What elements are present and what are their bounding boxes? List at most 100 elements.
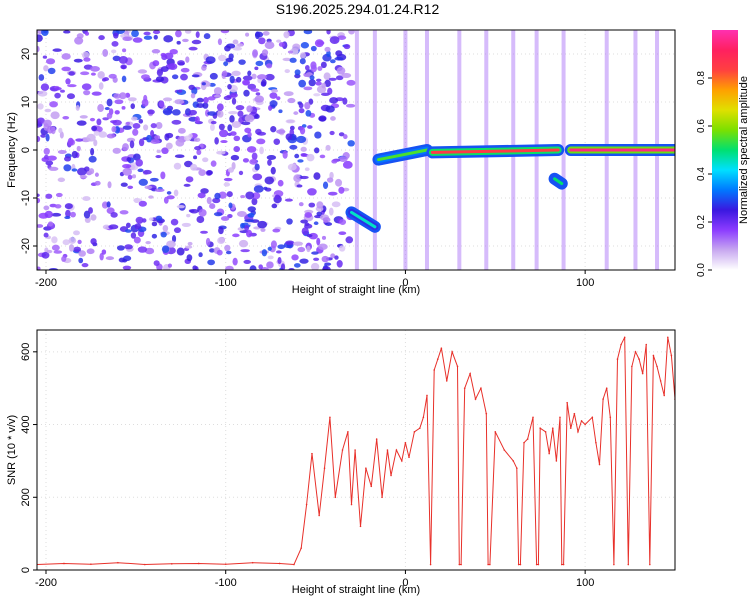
noise-blob <box>276 96 281 101</box>
noise-blob <box>194 116 200 124</box>
snr-point <box>460 563 462 566</box>
noise-blob <box>231 70 241 76</box>
y-tick-label: -20 <box>20 238 32 254</box>
colorbar-tick-label: 0.6 <box>696 119 707 133</box>
noise-blob <box>249 265 257 270</box>
noise-blob <box>322 266 331 270</box>
noise-blob <box>271 203 278 209</box>
noise-blob <box>328 207 334 216</box>
snr-point <box>390 474 392 477</box>
snr-point <box>623 336 626 339</box>
noise-blob <box>347 140 355 147</box>
noise-blob <box>255 128 262 135</box>
snr-point <box>197 562 200 565</box>
noise-blob <box>296 135 307 144</box>
noise-blob <box>348 30 355 35</box>
noise-blob <box>64 216 71 220</box>
noise-blob <box>88 155 97 163</box>
noise-blob <box>140 74 150 80</box>
spectrogram-y-ticks: -20 -10 0 10 20 <box>20 48 37 254</box>
noise-blob <box>97 104 104 113</box>
noise-blob <box>48 166 59 171</box>
noise-blob <box>342 97 348 105</box>
noise-blob <box>306 153 315 162</box>
noise-blob <box>154 135 161 140</box>
noise-blob <box>82 51 90 59</box>
noise-blob <box>156 149 161 154</box>
noise-blob <box>316 211 323 216</box>
noise-blob <box>270 166 276 175</box>
noise-blob <box>81 263 89 268</box>
noise-blob <box>193 137 201 142</box>
noise-blob <box>57 177 66 183</box>
noise-blob <box>307 188 317 196</box>
noise-blob <box>251 197 258 206</box>
noise-blob <box>59 131 64 139</box>
snr-point <box>551 427 554 429</box>
noise-blob <box>304 102 311 110</box>
noise-blob <box>200 188 209 194</box>
noise-blob <box>43 147 50 155</box>
noise-blob <box>46 249 53 254</box>
noise-blob <box>163 35 174 43</box>
noise-blob <box>315 81 322 86</box>
noise-blob <box>238 239 249 248</box>
noise-blob <box>246 146 257 153</box>
noise-blob <box>286 119 295 123</box>
snr-point <box>584 423 586 426</box>
noise-blob <box>43 119 52 128</box>
noise-blob <box>278 109 283 114</box>
colorbar-tick-label: 0.2 <box>696 215 707 229</box>
noise-blob <box>196 215 205 224</box>
noise-blob <box>255 60 264 67</box>
noise-blob <box>162 108 173 116</box>
noise-blob <box>110 120 118 124</box>
noise-blob <box>220 216 230 221</box>
colorbar-tick-label: 0.8 <box>696 71 707 85</box>
noise-blob <box>133 198 143 203</box>
noise-blob <box>294 69 301 76</box>
noise-blob <box>231 97 237 105</box>
snr-frame <box>36 329 676 571</box>
noise-blob <box>67 84 77 88</box>
snr-point <box>375 438 378 440</box>
noise-blob <box>132 174 137 179</box>
noise-blob <box>335 178 343 187</box>
noise-blob <box>324 222 333 226</box>
noise-blob <box>319 154 326 159</box>
snr-point <box>503 449 506 451</box>
noise-blob <box>297 247 306 253</box>
noise-blob <box>75 105 80 111</box>
noise-blob <box>228 202 233 209</box>
noise-blob <box>88 168 95 175</box>
noise-blob <box>285 133 293 141</box>
noise-blob <box>152 30 161 35</box>
noise-blob <box>214 192 221 200</box>
noise-blob <box>160 52 167 57</box>
noise-blob <box>133 153 141 161</box>
noise-blob <box>301 227 309 236</box>
noise-blob <box>155 121 163 129</box>
noise-blob <box>277 257 282 265</box>
noise-blob <box>119 92 127 100</box>
snr-point <box>329 416 331 419</box>
noise-blob <box>90 147 95 156</box>
colorbar-tick-label: 0.4 <box>696 167 707 181</box>
snr-point <box>354 449 356 451</box>
noise-blob <box>223 95 232 101</box>
noise-blob <box>250 88 260 92</box>
noise-blob <box>44 108 52 113</box>
noise-blob <box>82 196 91 202</box>
noise-blob <box>283 31 290 39</box>
noise-blob <box>277 179 284 187</box>
noise-blob <box>311 251 319 255</box>
noise-blob <box>322 217 331 223</box>
noise-blob <box>175 30 182 38</box>
snr-point <box>652 354 655 357</box>
colorbar: 0.0 0.2 0.4 0.6 0.8 Normalized spectral ampl… <box>696 30 750 277</box>
noise-blob <box>125 222 131 228</box>
noise-blob <box>49 101 58 108</box>
noise-blob <box>293 263 301 268</box>
noise-blob <box>147 109 155 115</box>
noise-blob <box>166 195 175 200</box>
